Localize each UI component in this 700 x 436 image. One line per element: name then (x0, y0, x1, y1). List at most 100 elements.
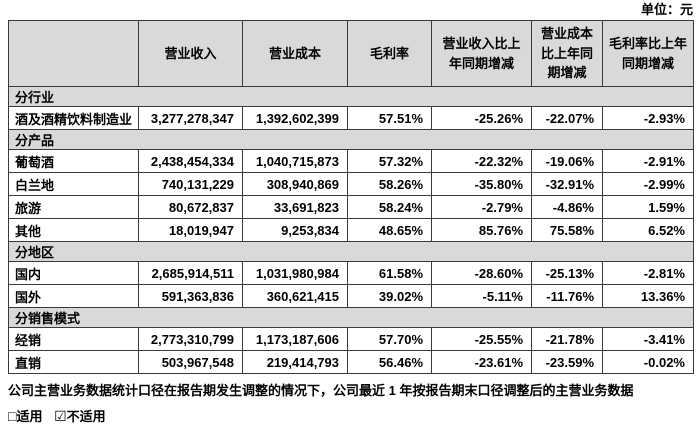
header-row: 营业收入 营业成本 毛利率 营业收入比上年同期增减 营业成本比上年同期增减 毛利… (8, 20, 694, 87)
cell-value: -25.13% (531, 261, 603, 285)
cell-value: 740,131,229 (138, 172, 243, 196)
cell-value: 58.26% (347, 172, 432, 196)
cell-value: 9,253,834 (242, 218, 348, 242)
cell-value: 2,438,454,334 (138, 149, 243, 173)
cell-value: 57.51% (347, 106, 432, 130)
column-header-margin: 毛利率 (347, 20, 432, 87)
section-row: 分行业 (8, 86, 694, 107)
column-header-margin-yoy: 毛利率比上年同期增减 (602, 20, 694, 87)
cell-value: 48.65% (347, 218, 432, 242)
cell-value: -2.79% (431, 195, 532, 219)
row-label: 其他 (8, 218, 139, 242)
section-row: 分地区 (8, 241, 694, 262)
cell-value: -4.86% (531, 195, 603, 219)
main-business-table: 营业收入 营业成本 毛利率 营业收入比上年同期增减 营业成本比上年同期增减 毛利… (8, 20, 694, 374)
column-header-category (8, 20, 139, 87)
cell-value: 591,363,836 (138, 284, 243, 308)
option-not-applicable: ☑不适用 (54, 408, 106, 424)
table-row: 白兰地 740,131,229 308,940,869 58.26% -35.80% -3… (8, 172, 694, 196)
cell-value: 18,019,947 (138, 218, 243, 242)
row-label: 直销 (8, 350, 139, 374)
section-title: 分地区 (8, 241, 694, 262)
cell-value: -11.76% (531, 284, 603, 308)
section-title: 分产品 (8, 129, 694, 150)
column-header-revenue-yoy: 营业收入比上年同期增减 (431, 20, 532, 87)
unit-label: 单位：元 (640, 2, 693, 17)
cell-value: -19.06% (531, 149, 603, 173)
cell-value: -2.93% (602, 106, 694, 130)
cell-value: -2.99% (602, 172, 694, 196)
footnote-text: 公司主营业务数据统计口径在报告期发生调整的情况下，公司最近 1 年按报告期末口径… (8, 383, 634, 398)
cell-value: 58.24% (347, 195, 432, 219)
cell-value: 75.58% (531, 218, 603, 242)
section-row: 分产品 (8, 129, 694, 150)
column-header-cost: 营业成本 (242, 20, 348, 87)
row-label: 白兰地 (8, 172, 139, 196)
cell-value: 360,621,415 (242, 284, 348, 308)
cell-value: 80,672,837 (138, 195, 243, 219)
cell-value: 1,040,715,873 (242, 149, 348, 173)
applicability-line: □适用 ☑不适用 (8, 408, 693, 425)
cell-value: -32.91% (531, 172, 603, 196)
checkbox-checked-icon: ☑ (54, 408, 67, 424)
cell-value: -2.81% (602, 261, 694, 285)
cell-value: -2.91% (602, 149, 694, 173)
column-header-cost-yoy: 营业成本比上年同期增减 (531, 20, 603, 87)
not-applicable-label: 不适用 (66, 409, 106, 424)
cell-value: 2,773,310,799 (138, 327, 243, 351)
row-label: 旅游 (8, 195, 139, 219)
cell-value: 2,685,914,511 (138, 261, 243, 285)
cell-value: 13.36% (602, 284, 694, 308)
cell-value: -23.61% (431, 350, 532, 374)
cell-value: 57.32% (347, 149, 432, 173)
table-body: 分行业 酒及酒精饮料制造业 3,277,278,347 1,392,602,399 57… (8, 86, 694, 374)
cell-value: 1.59% (602, 195, 694, 219)
cell-value: -35.80% (431, 172, 532, 196)
table-row: 经销 2,773,310,799 1,173,187,606 57.70% -25.55… (8, 327, 694, 351)
cell-value: 6.52% (602, 218, 694, 242)
cell-value: -5.11% (431, 284, 532, 308)
cell-value: 61.58% (347, 261, 432, 285)
column-header-revenue: 营业收入 (138, 20, 243, 87)
row-label: 国外 (8, 284, 139, 308)
row-label: 酒及酒精饮料制造业 (8, 106, 139, 130)
table-row: 其他 18,019,947 9,253,834 48.65% 85.76% 75.58% 6… (8, 218, 694, 242)
option-applicable: □适用 (8, 408, 43, 424)
cell-value: -23.59% (531, 350, 603, 374)
cell-value: 1,173,187,606 (242, 327, 348, 351)
cell-value: 56.46% (347, 350, 432, 374)
cell-value: 3,277,278,347 (138, 106, 243, 130)
cell-value: -25.26% (431, 106, 532, 130)
cell-value: -25.55% (431, 327, 532, 351)
cell-value: 39.02% (347, 284, 432, 308)
cell-value: -0.02% (602, 350, 694, 374)
row-label: 经销 (8, 327, 139, 351)
cell-value: 57.70% (347, 327, 432, 351)
table-row: 直销 503,967,548 219,414,793 56.46% -23.61% -23… (8, 350, 694, 374)
table-row: 国内 2,685,914,511 1,031,980,984 61.58% -28.60… (8, 261, 694, 285)
cell-value: 219,414,793 (242, 350, 348, 374)
cell-value: -3.41% (602, 327, 694, 351)
section-title: 分销售模式 (8, 307, 694, 328)
cell-value: -22.07% (531, 106, 603, 130)
cell-value: 308,940,869 (242, 172, 348, 196)
cell-value: 1,031,980,984 (242, 261, 348, 285)
cell-value: -21.78% (531, 327, 603, 351)
cell-value: -22.32% (431, 149, 532, 173)
cell-value: 33,691,823 (242, 195, 348, 219)
table-row: 旅游 80,672,837 33,691,823 58.24% -2.79% -4.86%… (8, 195, 694, 219)
row-label: 国内 (8, 261, 139, 285)
cell-value: -28.60% (431, 261, 532, 285)
cell-value: 1,392,602,399 (242, 106, 348, 130)
table-header: 营业收入 营业成本 毛利率 营业收入比上年同期增减 营业成本比上年同期增减 毛利… (8, 20, 694, 87)
row-label: 葡萄酒 (8, 149, 139, 173)
applicable-label: 适用 (16, 409, 43, 424)
cell-value: 85.76% (431, 218, 532, 242)
table-row: 葡萄酒 2,438,454,334 1,040,715,873 57.32% -22.3… (8, 149, 694, 173)
table-row: 国外 591,363,836 360,621,415 39.02% -5.11% -11.… (8, 284, 694, 308)
section-title: 分行业 (8, 86, 694, 107)
section-row: 分销售模式 (8, 307, 694, 328)
table-row: 酒及酒精饮料制造业 3,277,278,347 1,392,602,399 57.51… (8, 106, 694, 130)
checkbox-unchecked-icon: □ (8, 408, 17, 424)
